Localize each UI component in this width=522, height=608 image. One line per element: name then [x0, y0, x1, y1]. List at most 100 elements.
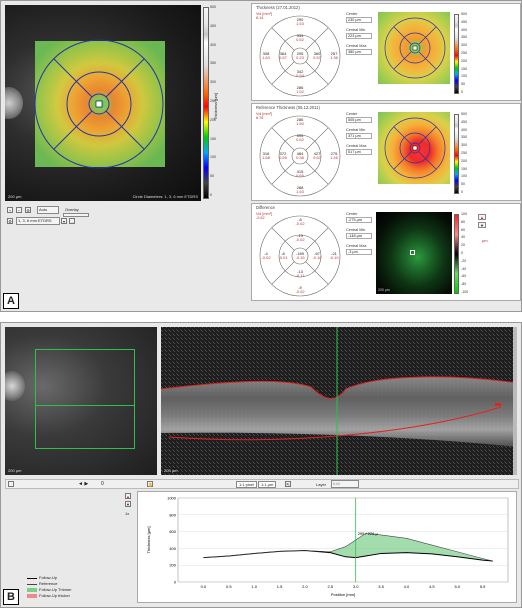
- thickness-map: [378, 12, 450, 84]
- map-scale-tick: -40: [461, 266, 467, 271]
- etdrs-volume: -0.11: [295, 273, 305, 279]
- etdrs-divider: [305, 161, 329, 185]
- etdrs-volume: -0.02: [295, 289, 305, 295]
- thickness-color-scale: [203, 7, 209, 199]
- sections-container: Thickness (27.01.2012) 290 1.53 334 0.52 308…: [251, 3, 521, 303]
- scale-up-button[interactable]: ▲: [125, 493, 131, 499]
- layer-select[interactable]: ILM: [331, 480, 359, 488]
- field-label: Center: [346, 12, 358, 16]
- optic-disc: [5, 371, 25, 401]
- grid-dropdown-icon[interactable]: ▾: [61, 218, 67, 224]
- etdrs-divider: [271, 61, 295, 85]
- field-label: Central Min: [346, 228, 366, 232]
- etdrs-center-small: 484 0.38: [292, 151, 308, 161]
- section-difference: Difference -6 -0.02 -15 -0.02 -4 -0.02 -8 -0.01…: [251, 203, 521, 301]
- etdrs-thickness: -8: [281, 251, 285, 256]
- etdrs-divider: [305, 227, 329, 251]
- center-value: -275 µm: [346, 217, 372, 223]
- etdrs-volume: 0.52: [296, 37, 304, 43]
- spinner-value[interactable]: 0: [101, 481, 104, 487]
- map-scale-tick: -80: [461, 282, 467, 287]
- central-max-value: 517 µm: [346, 149, 372, 155]
- pixel-toggle[interactable]: 1:1 pixel: [236, 481, 257, 488]
- etdrs-divider: [305, 27, 329, 51]
- nav-buttons[interactable]: ◄ ▶: [78, 481, 89, 487]
- etdrs-volume: 0.57: [279, 55, 287, 61]
- scale-axis-label: Thickness [µm]: [213, 93, 218, 120]
- etdrs-thickness: 364: [279, 51, 287, 56]
- etdrs-inner-right: -67 -0.10: [309, 251, 325, 261]
- oct-scrollbar[interactable]: [513, 327, 517, 475]
- etdrs-volume: 1.50: [296, 121, 304, 127]
- um-toggle[interactable]: 1:1 µm: [258, 481, 277, 488]
- scale-tick: 450: [210, 23, 216, 28]
- panel-label-b: B: [3, 589, 19, 605]
- etdrs-thickness: -21: [331, 251, 337, 256]
- zoom-out-button[interactable]: −: [16, 207, 22, 213]
- map-scale-tick: 300: [461, 43, 467, 48]
- etdrs-thickness: 286: [296, 85, 304, 90]
- etdrs-inner-left: 364 0.57: [275, 51, 291, 61]
- etdrs-ring: [278, 134, 322, 178]
- etdrs-volume: 1.53: [296, 189, 304, 195]
- grid-select[interactable]: 1, 3, 6 mm ETDRS: [16, 217, 60, 225]
- y-tick-label: 400: [169, 546, 176, 551]
- grid-options-button[interactable]: ...: [69, 218, 75, 224]
- scale-up-button[interactable]: ▲: [478, 214, 486, 220]
- x-tick-label: 4.5: [429, 584, 435, 589]
- etdrs-thickness: -189: [295, 251, 304, 256]
- scan-line: [35, 405, 135, 406]
- map-scale-tick: 450: [461, 19, 467, 24]
- etdrs-thickness: 334: [296, 33, 304, 38]
- map-scale-tick: 200: [461, 58, 467, 63]
- etdrs-volume: 0.57: [313, 55, 321, 61]
- zoom-in-button[interactable]: +: [7, 207, 13, 213]
- x-axis-label: Position [mm]: [331, 592, 355, 597]
- etdrs-thickness: -4: [264, 251, 268, 256]
- map-scale-tick: 0: [461, 190, 463, 194]
- side-label: 1x: [125, 511, 130, 516]
- toolbar-b: ◄ ▶ 0 ✋ 1:1 pixel 1:1 µm ⇱ Layer ILM: [5, 479, 519, 489]
- difference-scale-label: 200 µm: [378, 288, 390, 292]
- etdrs-ring: [259, 215, 341, 297]
- etdrs-volume: 1.52: [296, 89, 304, 95]
- panel-b: 200 µm: [0, 322, 522, 608]
- map-scale-tick: 500: [461, 112, 467, 116]
- center-value: 230 µm: [346, 17, 372, 23]
- etdrs-outer-top: 290 1.53: [292, 17, 308, 27]
- section-reference: Reference Thickness (05.12.2011) 286 1.50…: [251, 103, 521, 201]
- central-min-value: -148 µm: [346, 233, 372, 239]
- etdrs-thickness: 275: [330, 151, 338, 156]
- scale-ticks: 500 450 400 350 300 250 200 150 100 50 0: [203, 5, 223, 197]
- legend-swatch: [27, 578, 37, 579]
- export-icon[interactable]: ⇱: [285, 481, 291, 487]
- scale-tick: 300: [210, 80, 216, 85]
- mode-select[interactable]: Auto: [37, 206, 59, 214]
- scale-down-button[interactable]: ▼: [125, 501, 131, 507]
- legend-swatch: [27, 594, 37, 598]
- map-scale-tick: 250: [461, 51, 467, 55]
- etdrs-thickness: 395: [296, 133, 304, 138]
- x-tick-label: 3.0: [353, 584, 359, 589]
- field-label: Center: [346, 212, 358, 216]
- map-scale-tick: 300: [461, 143, 467, 148]
- etdrs-volume: 0.62: [296, 137, 304, 143]
- map-scale-ticks: 500 450 400 350 300 250 200 150 100 50 0: [454, 12, 474, 94]
- hand-tool-icon[interactable]: ✋: [147, 481, 153, 487]
- etdrs-divider: [271, 27, 295, 51]
- etdrs-ring: [291, 47, 309, 65]
- etdrs-inner-bottom: 342 0.54: [292, 69, 308, 79]
- map-scale-ticks: 500 450 400 350 300 250 200 150 100 50 0: [454, 112, 474, 194]
- zoom-fit-button[interactable]: ⊕: [25, 207, 31, 213]
- etdrs-divider: [305, 127, 329, 151]
- checkbox[interactable]: [8, 481, 14, 487]
- difference-map: 200 µm: [376, 212, 452, 294]
- overlay-slider[interactable]: [63, 213, 89, 217]
- settings-icon[interactable]: ⚙: [7, 218, 13, 224]
- volume-label: Vol [mm³] 8.14: [256, 12, 273, 20]
- map-scale-tick: 40: [461, 235, 465, 240]
- etdrs-volume: 1.68: [262, 155, 270, 161]
- reference-map: [378, 112, 450, 184]
- volume-label: Vol [mm³] 8.76: [256, 112, 273, 120]
- scale-down-button[interactable]: ▼: [478, 222, 486, 228]
